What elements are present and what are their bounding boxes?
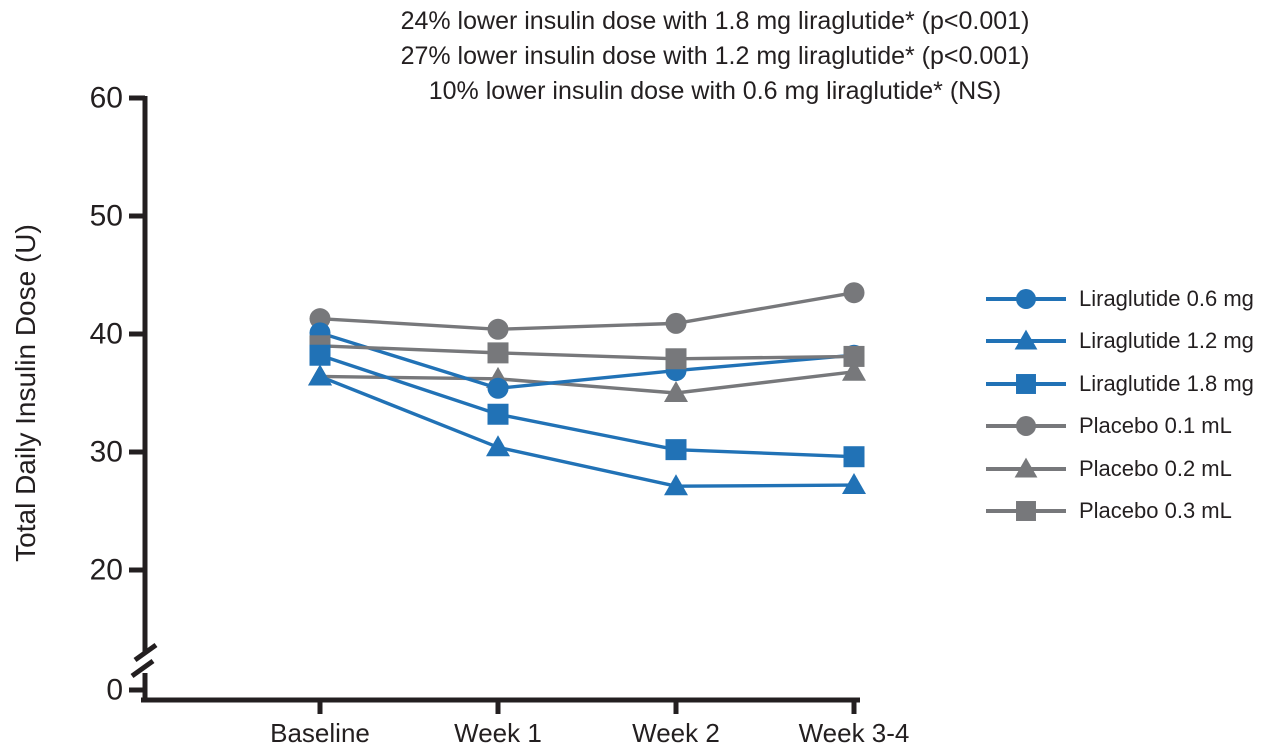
x-tick-label: Week 3-4	[799, 718, 910, 748]
legend-label: Placebo 0.1 mL	[1079, 413, 1232, 439]
legend-item-liraglutide-0-6-mg: Liraglutide 0.6 mg	[982, 278, 1254, 320]
legend-label: Liraglutide 0.6 mg	[1079, 286, 1254, 311]
series-placebo-0-3-ml	[309, 335, 865, 370]
y-tick-label: 40	[90, 318, 123, 351]
legend-label: Liraglutide 1.2 mg	[1079, 328, 1254, 354]
legend-label: Placebo 0.2 mL	[1079, 455, 1232, 481]
title-line-2: 27% lower insulin dose with 1.2 mg lirag…	[400, 42, 1030, 70]
y-tick-label: 30	[90, 436, 123, 469]
legend-label: Placebo 0.3 mL	[1079, 498, 1232, 523]
x-axis: Baseline Week 1 Week 2 Week 3-4	[141, 697, 910, 748]
legend-triangle-marker	[986, 457, 1066, 478]
series-placebo-0-1-ml	[309, 282, 865, 340]
y-tick-label: 50	[90, 200, 123, 233]
y-tick-label: 0	[106, 674, 123, 707]
title-line-3: 10% lower insulin dose with 0.6 mg lirag…	[428, 77, 1002, 105]
y-axis: 60 50 40 30 20 0	[90, 82, 158, 707]
title-line-1: 24% lower insulin dose with 1.8 mg lirag…	[400, 7, 1030, 35]
legend-item-placebo-0-2-ml: Placebo 0.2 mL	[982, 448, 1232, 490]
legend-circle-marker	[986, 416, 1066, 437]
legend-square-marker	[986, 501, 1066, 521]
series-liraglutide-1-2-mg	[308, 364, 866, 496]
axis-break-icon	[130, 642, 158, 679]
legend-circle-marker	[986, 289, 1066, 309]
legend-item-liraglutide-1-8-mg: Liraglutide 1.8 mg	[982, 363, 1254, 405]
legend-label: Liraglutide 1.8 mg	[1079, 370, 1254, 396]
chart-title: 24% lower insulin dose with 1.8 mg lirag…	[310, 4, 1120, 109]
legend-item-liraglutide-1-2-mg: Liraglutide 1.2 mg	[982, 320, 1254, 362]
legend-square-marker	[986, 373, 1066, 394]
y-tick-label: 60	[90, 82, 123, 115]
legend-item-placebo-0-1-ml: Placebo 0.1 mL	[982, 405, 1232, 447]
x-tick-label: Week 2	[632, 718, 720, 748]
series-liraglutide-1-8-mg	[309, 344, 865, 468]
x-tick-label: Baseline	[270, 718, 370, 748]
x-tick-label: Week 1	[454, 718, 542, 748]
legend-triangle-marker	[986, 329, 1066, 350]
legend-item-placebo-0-3-ml: Placebo 0.3 mL	[982, 490, 1232, 532]
y-tick-label: 20	[90, 554, 123, 587]
